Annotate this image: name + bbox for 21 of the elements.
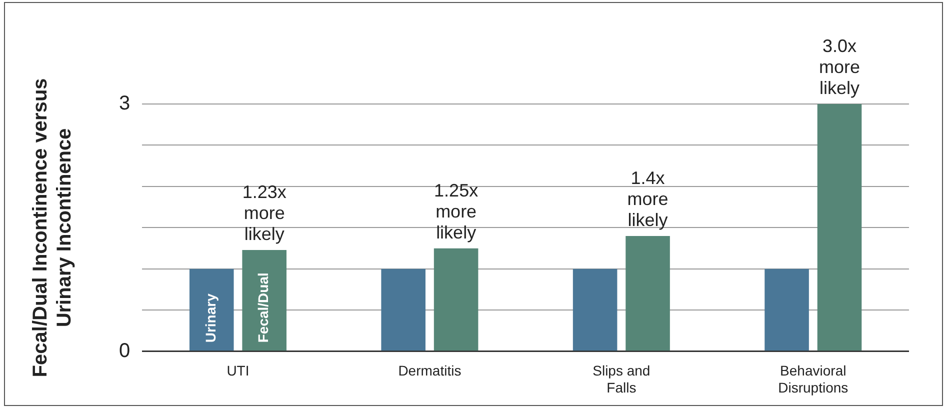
y-axis-title: Fecal/Dual Incontinence versus Urinary Incontinence <box>30 78 76 378</box>
bar <box>626 236 670 351</box>
y-tick-label: 0 <box>119 340 130 362</box>
data-label: 1.23x more likely <box>242 182 286 244</box>
bar <box>572 268 618 351</box>
bar <box>381 268 426 351</box>
bar <box>764 268 809 351</box>
x-tick-label: Behavioral Disruptions <box>778 362 848 396</box>
data-label: 3.0x more likely <box>818 36 860 98</box>
bar <box>434 248 478 351</box>
x-tick-label: Dermatitis <box>398 362 462 379</box>
series-label: Fecal/Dual <box>255 272 272 343</box>
bar <box>817 104 862 351</box>
data-label: 1.4x more likely <box>627 168 668 230</box>
x-tick-label: UTI <box>226 362 250 379</box>
series-label: Urinary <box>202 293 218 343</box>
y-tick-label: 3 <box>119 92 130 115</box>
data-label: 1.25x more likely <box>434 180 478 242</box>
x-tick-label: Slips and Falls <box>592 362 650 396</box>
bar <box>242 250 286 351</box>
bar <box>189 268 234 351</box>
